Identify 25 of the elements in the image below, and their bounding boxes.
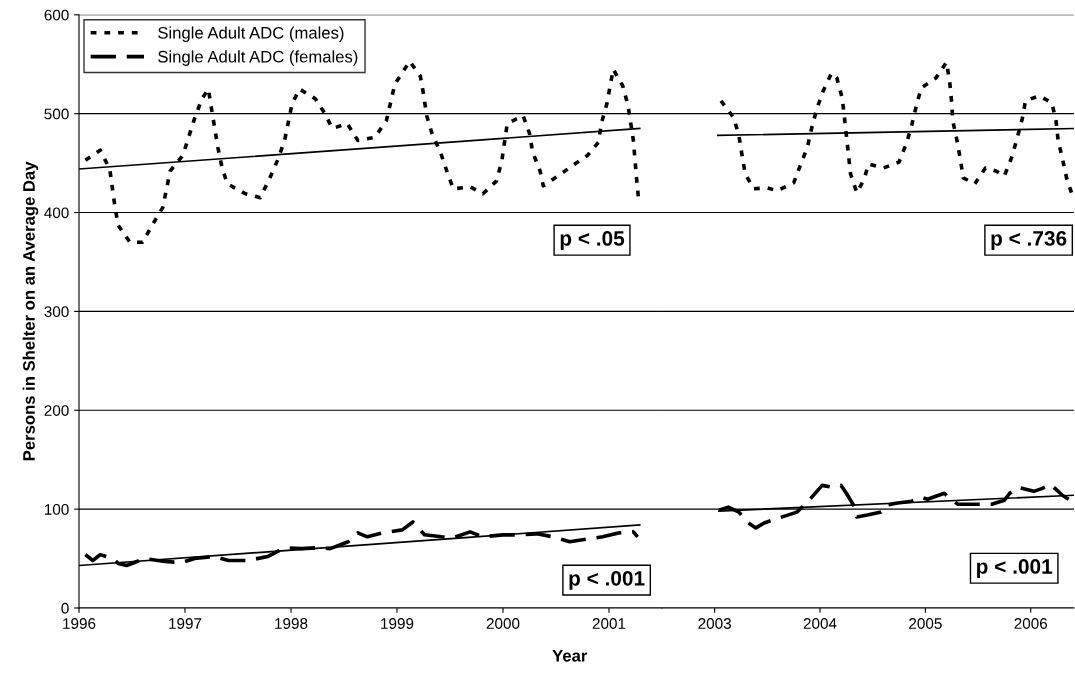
annotation: p < .05 [560,231,625,250]
y-tick-label: 300 [44,306,69,318]
x-tick-label: 1996 [63,618,96,629]
x-tick-label: 2000 [486,618,520,629]
annotation: p < .001 [977,559,1053,578]
y-tick-label: 500 [44,108,69,120]
x-tick-label: 2006 [1014,618,1048,629]
y-tick-label: 0 [61,602,69,614]
y-tick-label: 600 [44,9,69,21]
legend-label: Single Adult ADC (females) [158,50,358,66]
x-tick-label: 2005 [909,618,942,629]
y-tick-label: 200 [44,405,69,416]
x-tick-label: 2001 [592,618,626,629]
x-tick-label: 2004 [803,618,837,629]
annotation: p < .736 [991,231,1067,250]
x-tick-label: 1999 [381,618,414,629]
y-tick-label: 400 [44,207,69,219]
x-tick-label: 2003 [698,618,731,629]
x-tick-label: 1998 [275,618,308,629]
y-axis-title: Persons in Shelter on an Average Day [22,161,39,461]
x-axis-title: Year [552,650,588,662]
legend-label: Single Adult ADC (males) [158,26,344,43]
y-tick-label: 100 [44,503,69,515]
annotation: p < .001 [569,570,645,590]
x-tick-label: 1997 [169,618,202,629]
